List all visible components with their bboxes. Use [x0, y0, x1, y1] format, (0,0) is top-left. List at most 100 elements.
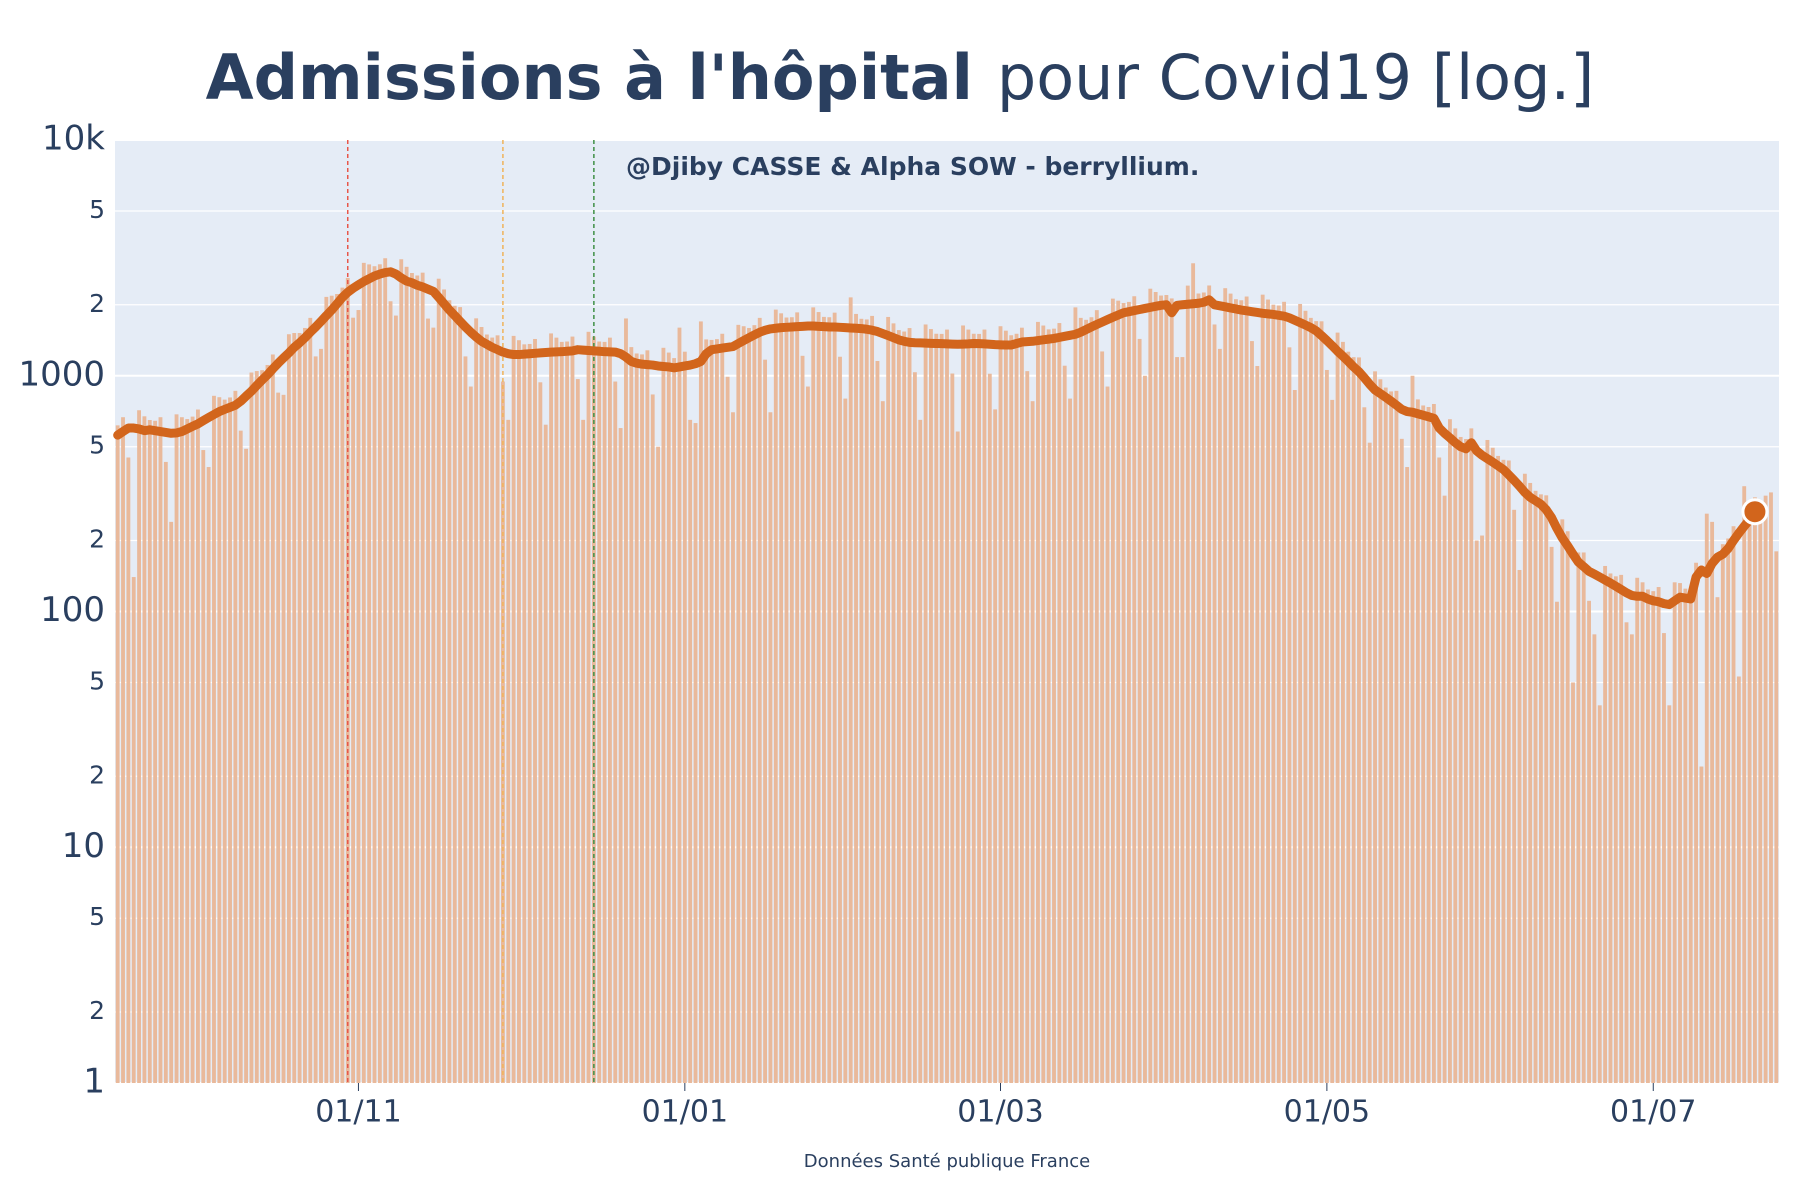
bar	[1105, 386, 1110, 1083]
end-marker	[1741, 498, 1769, 526]
bar	[1431, 403, 1436, 1083]
bar	[1394, 390, 1399, 1083]
bar	[1335, 332, 1340, 1083]
bar	[1196, 293, 1201, 1083]
bar	[624, 318, 628, 1084]
bar	[468, 386, 473, 1083]
bar	[1378, 379, 1383, 1084]
bar	[142, 416, 147, 1084]
bar	[495, 335, 500, 1083]
bar	[1629, 634, 1634, 1083]
bar	[1068, 398, 1072, 1083]
bar	[270, 354, 275, 1083]
bar	[1346, 351, 1351, 1084]
annotation: @Djiby CASSE & Alpha SOW - berryllium.	[626, 152, 1199, 181]
bar	[1480, 535, 1484, 1083]
bar	[1533, 490, 1538, 1083]
bar	[1164, 295, 1169, 1083]
bar	[704, 339, 709, 1083]
bar	[367, 264, 372, 1084]
bar	[410, 272, 414, 1083]
bar	[822, 316, 826, 1083]
bar	[1009, 335, 1014, 1083]
bar	[1084, 319, 1089, 1083]
bar	[1228, 293, 1233, 1084]
bar	[779, 313, 784, 1083]
bar	[929, 329, 933, 1083]
bar	[1752, 497, 1757, 1084]
bar	[731, 412, 735, 1083]
bar	[586, 331, 591, 1084]
bar	[811, 307, 816, 1083]
bar	[1485, 439, 1490, 1083]
bar	[682, 351, 687, 1084]
bar	[254, 371, 259, 1083]
bar	[875, 360, 880, 1083]
bar	[982, 329, 987, 1083]
bar	[1287, 347, 1292, 1083]
bar	[1512, 509, 1517, 1083]
bar	[1544, 495, 1549, 1083]
bar	[1453, 428, 1458, 1083]
bar	[1351, 357, 1356, 1084]
bar	[1057, 323, 1062, 1084]
bar	[329, 295, 334, 1083]
bar	[1271, 304, 1276, 1084]
bar	[1137, 338, 1142, 1084]
bar	[447, 300, 452, 1083]
axes: 1 2 5 10 2 5 100 2 5 1000 2 5 10k 01/11 01/01 01/03 01/0…	[18, 119, 1696, 1130]
bar	[1255, 365, 1260, 1083]
bar	[613, 381, 618, 1083]
bar	[998, 326, 1003, 1084]
bar	[377, 264, 382, 1083]
bar	[1314, 321, 1319, 1083]
bar	[1266, 299, 1270, 1083]
bar	[1089, 317, 1094, 1083]
bar	[1143, 375, 1147, 1083]
bar	[196, 409, 200, 1084]
bar	[1239, 300, 1244, 1083]
bar	[1688, 589, 1693, 1083]
bar	[1003, 330, 1008, 1083]
bar	[1538, 494, 1543, 1083]
bar	[816, 312, 821, 1083]
bar	[233, 390, 238, 1083]
bar	[484, 334, 489, 1083]
bar	[1110, 298, 1115, 1084]
bar	[859, 318, 864, 1083]
bar	[1662, 633, 1666, 1083]
bar	[1694, 562, 1698, 1083]
bar	[452, 305, 457, 1084]
bar	[1774, 551, 1779, 1083]
bar	[1046, 329, 1051, 1083]
bar	[206, 467, 211, 1083]
bar	[1217, 348, 1222, 1084]
bar	[549, 333, 553, 1083]
bar	[827, 317, 832, 1083]
bar	[1421, 405, 1426, 1084]
bar	[570, 336, 575, 1083]
bar	[554, 337, 559, 1083]
bar	[902, 331, 907, 1083]
bar	[126, 457, 131, 1084]
bar	[426, 318, 430, 1083]
bar	[1399, 438, 1404, 1084]
bar	[1319, 321, 1324, 1083]
bar	[854, 313, 858, 1083]
bar	[1656, 587, 1661, 1083]
bar	[212, 395, 216, 1083]
bar	[1132, 296, 1137, 1083]
bar	[645, 350, 650, 1083]
bar	[939, 333, 944, 1084]
bar	[709, 339, 714, 1083]
bar	[458, 307, 463, 1083]
bar	[404, 266, 409, 1083]
bar	[575, 379, 580, 1083]
bar	[393, 315, 398, 1083]
bar	[388, 301, 393, 1083]
bar	[1121, 303, 1126, 1083]
title-normal: pour Covid19 [log.]	[997, 41, 1594, 114]
bar	[950, 373, 955, 1083]
bar	[918, 419, 923, 1083]
bar	[1565, 531, 1570, 1083]
